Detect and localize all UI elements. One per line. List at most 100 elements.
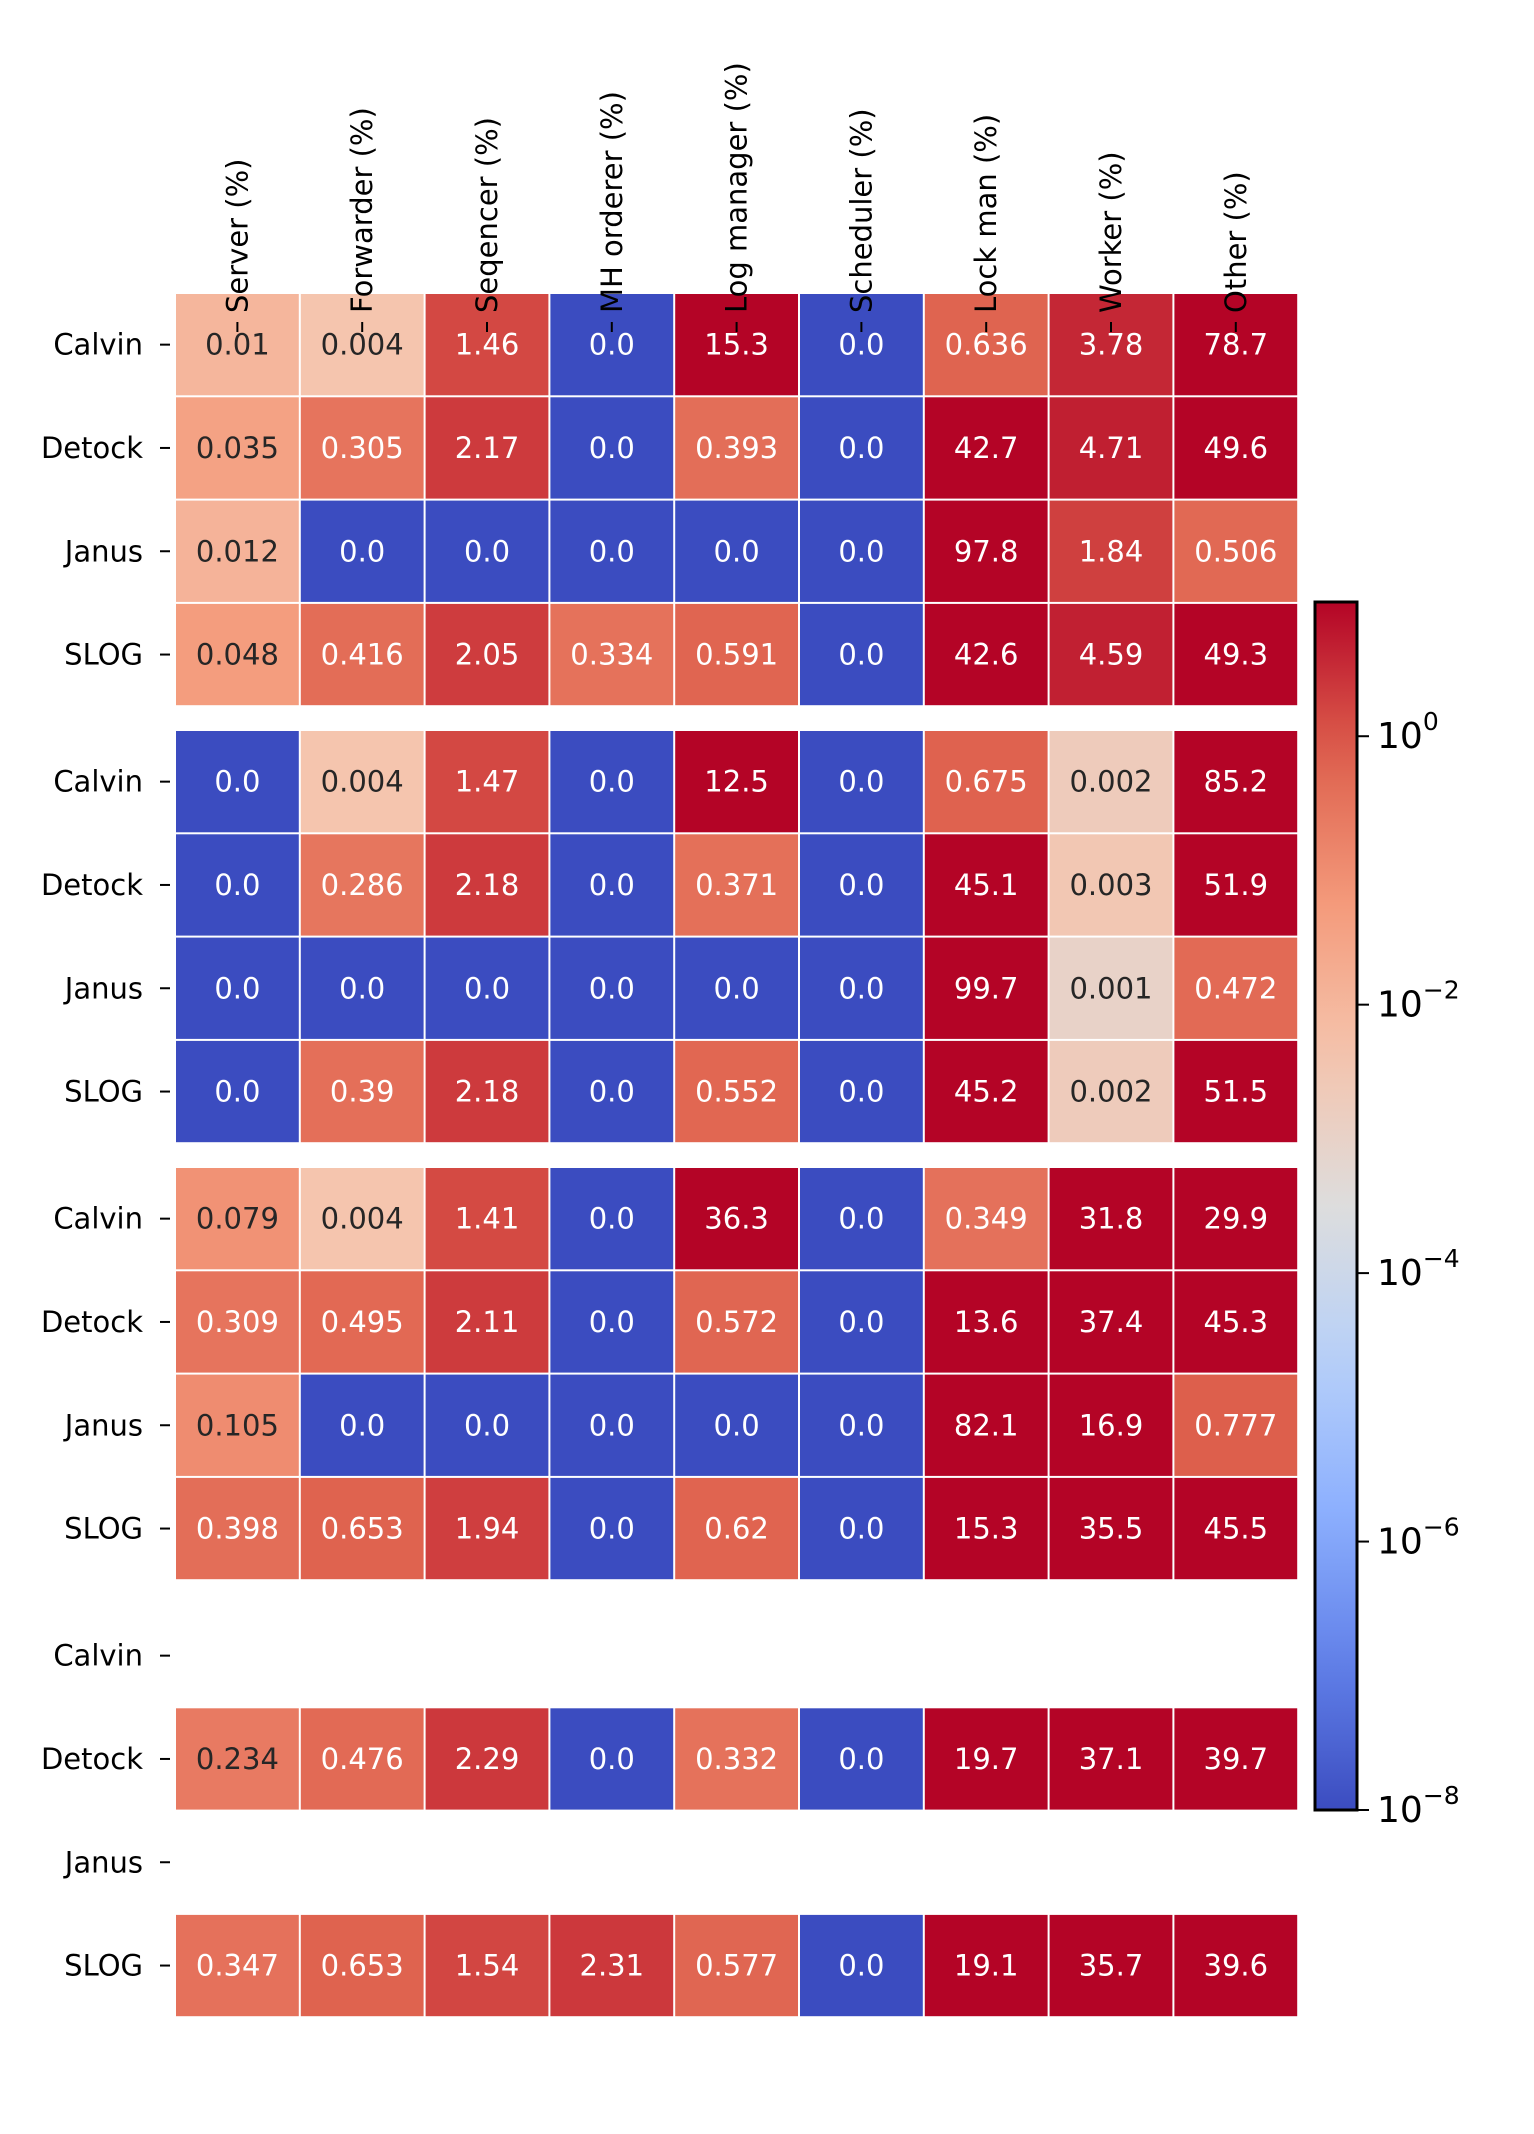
heatmap-cell <box>675 937 798 1039</box>
cell-value-label: 0.002 <box>1069 765 1152 799</box>
row-label: SLOG <box>64 1512 143 1546</box>
heatmap-cell <box>550 1477 674 1580</box>
cell-value-label: 0.0 <box>838 534 884 568</box>
row-label: Detock <box>41 1742 143 1776</box>
cell-value-label: 0.334 <box>570 638 653 672</box>
cell-value-label: 19.1 <box>954 1949 1019 1983</box>
heatmap-cell <box>425 1040 549 1143</box>
heatmap-cell <box>300 603 424 706</box>
heatmap-cell <box>176 731 299 833</box>
cell-value-label: 0.035 <box>196 431 279 465</box>
colorbar-gradient <box>1313 600 1359 1812</box>
heatmap-cell <box>176 1271 299 1373</box>
cell-value-label: 0.0 <box>838 328 884 362</box>
cell-value-label: 0.347 <box>196 1949 279 1983</box>
cell-value-label: 0.591 <box>695 638 778 672</box>
heatmap-cell <box>300 294 424 396</box>
heatmap-cell <box>924 834 1048 936</box>
cell-value-label: 0.0 <box>589 1202 635 1236</box>
row-label: Calvin <box>53 765 143 799</box>
heatmap-cell <box>675 603 798 706</box>
row-label: Calvin <box>53 1639 143 1673</box>
heatmap-cell <box>675 397 798 499</box>
heatmap-cell <box>425 834 549 936</box>
cell-value-label: 0.476 <box>321 1742 404 1776</box>
cell-value-label: 0.0 <box>464 534 510 568</box>
cell-value-label: 2.11 <box>455 1305 520 1339</box>
cell-value-label: 42.7 <box>954 431 1019 465</box>
cell-value-label: 0.653 <box>321 1512 404 1546</box>
heatmap-cell <box>800 731 923 833</box>
cell-value-label: 0.0 <box>214 971 260 1005</box>
cell-value-label: 0.0 <box>589 1408 635 1442</box>
heatmap-cell <box>800 937 923 1039</box>
heatmap-cell <box>425 1477 549 1580</box>
heatmap-cell <box>300 1477 424 1580</box>
cell-value-label: 0.675 <box>945 765 1028 799</box>
cell-value-label: 0.62 <box>704 1512 769 1546</box>
cell-value-label: 45.5 <box>1204 1512 1269 1546</box>
heatmap-cell <box>300 1914 424 2017</box>
cell-value-label: 0.0 <box>464 971 510 1005</box>
heatmap-cell <box>176 1040 299 1143</box>
cell-value-label: 0.0 <box>339 971 385 1005</box>
heatmap-cell <box>550 1168 674 1270</box>
cell-value-label: 0.001 <box>1069 971 1152 1005</box>
heatmap-cell <box>1174 397 1298 499</box>
cell-value-label: 49.6 <box>1204 431 1269 465</box>
cell-value-label: 0.653 <box>321 1949 404 1983</box>
heatmap-cell <box>1174 1168 1298 1270</box>
cell-value-label: 0.004 <box>321 1202 404 1236</box>
row-label: SLOG <box>64 1075 143 1109</box>
cell-value-label: 35.7 <box>1079 1949 1144 1983</box>
heatmap-cell <box>924 1374 1048 1476</box>
heatmap-cell <box>675 1168 798 1270</box>
heatmap-cell <box>675 1040 798 1143</box>
heatmap-cell <box>425 937 549 1039</box>
heatmap-cell <box>176 1708 299 1810</box>
cell-value-label: 0.349 <box>945 1202 1028 1236</box>
cell-value-label: 39.6 <box>1204 1949 1269 1983</box>
heatmap-cell <box>924 397 1048 499</box>
cell-value-label: 51.5 <box>1204 1075 1269 1109</box>
cell-value-label: 0.0 <box>589 1512 635 1546</box>
cell-value-label: 4.59 <box>1079 638 1144 672</box>
cell-value-label: 35.5 <box>1079 1512 1144 1546</box>
cell-value-label: 0.0 <box>838 638 884 672</box>
column-label: Other (%) <box>1219 171 1253 313</box>
heatmap-cell <box>924 1271 1048 1373</box>
cell-value-label: 0.0 <box>838 1202 884 1236</box>
heatmap-cell <box>800 603 923 706</box>
heatmap-cell <box>924 603 1048 706</box>
heatmap-cell <box>550 1271 674 1373</box>
cell-value-label: 37.1 <box>1079 1742 1144 1776</box>
cell-value-label: 0.012 <box>196 534 279 568</box>
heatmap-cell <box>675 834 798 936</box>
colorbar: 10−8 10−6 10−4 10−2 100 <box>1313 600 1460 1831</box>
heatmap-cell <box>1174 603 1298 706</box>
cell-value-label: 0.416 <box>321 638 404 672</box>
heatmap-cell <box>300 1271 424 1373</box>
heatmap-cell <box>1049 1040 1173 1143</box>
cell-value-label: 1.54 <box>455 1949 520 1983</box>
cell-value-label: 2.31 <box>580 1949 645 1983</box>
heatmap-cell <box>300 834 424 936</box>
heatmap-cell <box>924 937 1048 1039</box>
heatmap-cell <box>800 397 923 499</box>
cell-value-label: 0.371 <box>695 868 778 902</box>
heatmap-cell <box>924 731 1048 833</box>
heatmap-cell <box>1049 294 1173 396</box>
cell-value-label: 0.552 <box>695 1075 778 1109</box>
colorbar-tick-label: 10−8 <box>1377 1781 1460 1831</box>
cell-value-label: 31.8 <box>1079 1202 1144 1236</box>
cell-value-label: 78.7 <box>1204 328 1269 362</box>
heatmap-cell <box>300 937 424 1039</box>
cell-value-label: 0.0 <box>589 971 635 1005</box>
heatmap-cell <box>425 294 549 396</box>
heatmap-cell <box>176 500 299 602</box>
column-label: Scheduler (%) <box>844 108 878 313</box>
heatmap-cell <box>675 1374 798 1476</box>
heatmap-cell <box>1049 397 1173 499</box>
heatmap-cell <box>425 397 549 499</box>
heatmap-cell <box>800 1477 923 1580</box>
